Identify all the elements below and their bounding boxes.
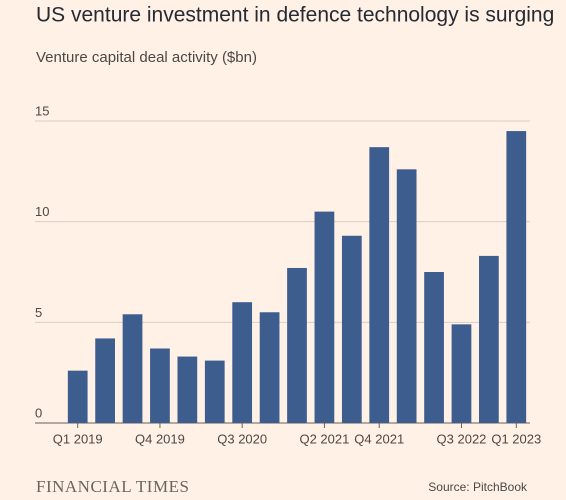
x-tick-label: Q4 2019 bbox=[135, 431, 185, 446]
x-tick-label: Q2 2021 bbox=[299, 431, 349, 446]
bar bbox=[506, 131, 527, 424]
x-tick-label: Q1 2019 bbox=[53, 431, 103, 446]
chart-title: US venture investment in defence technol… bbox=[36, 4, 554, 27]
bar bbox=[341, 235, 362, 423]
bar bbox=[95, 338, 115, 423]
source: Source: PitchBook bbox=[428, 480, 528, 494]
bar bbox=[424, 272, 444, 423]
bar bbox=[396, 169, 417, 423]
bar bbox=[177, 356, 198, 423]
brand: FINANCIAL TIMES bbox=[36, 477, 189, 496]
y-tick-label: 15 bbox=[35, 103, 49, 118]
bar bbox=[479, 255, 499, 423]
bar bbox=[259, 312, 280, 423]
bar bbox=[204, 360, 225, 423]
bar bbox=[122, 314, 143, 423]
bar bbox=[314, 211, 335, 423]
y-tick-label: 0 bbox=[35, 405, 42, 420]
bar bbox=[369, 147, 390, 423]
bar bbox=[150, 348, 170, 423]
bar bbox=[232, 302, 253, 423]
bar bbox=[67, 370, 88, 423]
x-tick-label: Q3 2020 bbox=[217, 431, 267, 446]
x-tick-label: Q1 2023 bbox=[491, 431, 541, 446]
x-tick-label: Q3 2022 bbox=[437, 431, 487, 446]
chart-subtitle: Venture capital deal activity ($bn) bbox=[36, 49, 257, 66]
y-tick-label: 5 bbox=[35, 305, 42, 320]
y-tick-label: 10 bbox=[35, 204, 49, 219]
x-tick-label: Q4 2021 bbox=[354, 431, 404, 446]
bar bbox=[287, 267, 307, 423]
bar bbox=[451, 324, 472, 423]
